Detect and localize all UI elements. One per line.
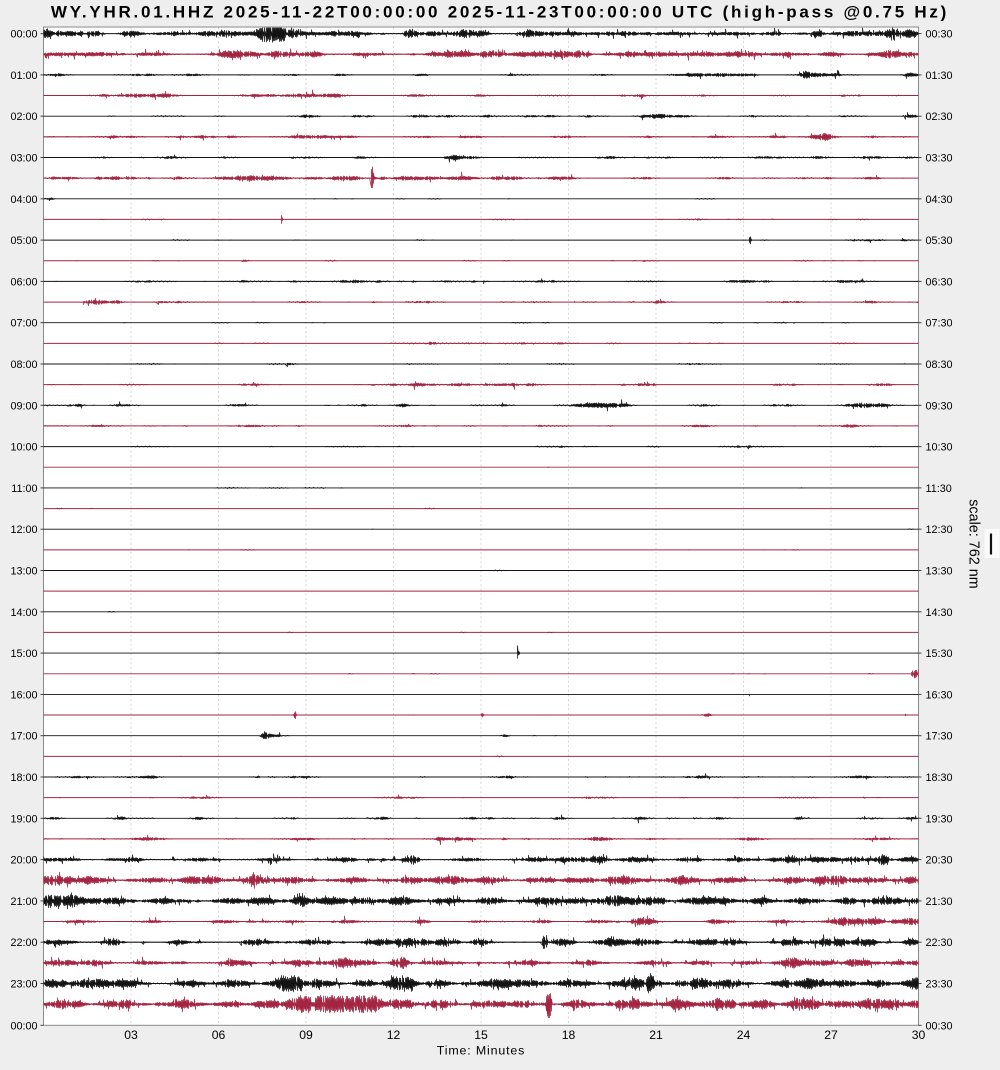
svg-text:00:30: 00:30: [926, 1020, 953, 1032]
svg-text:00:00: 00:00: [10, 1020, 37, 1032]
svg-text:scale: 762 nm: scale: 762 nm: [966, 499, 982, 589]
svg-text:22:00: 22:00: [10, 937, 37, 949]
svg-text:08:30: 08:30: [926, 359, 953, 371]
svg-text:19:30: 19:30: [926, 813, 953, 825]
svg-text:23:00: 23:00: [10, 979, 37, 991]
svg-text:09: 09: [299, 1028, 313, 1042]
svg-text:18: 18: [562, 1028, 576, 1042]
svg-text:10:00: 10:00: [10, 442, 37, 454]
svg-text:24: 24: [737, 1028, 751, 1042]
svg-text:20:00: 20:00: [10, 855, 37, 867]
svg-text:00:30: 00:30: [926, 29, 953, 41]
svg-text:07:00: 07:00: [10, 318, 37, 330]
svg-text:27: 27: [824, 1028, 838, 1042]
svg-text:14:00: 14:00: [10, 607, 37, 619]
svg-text:12: 12: [387, 1028, 401, 1042]
svg-text:12:00: 12:00: [10, 524, 37, 536]
svg-text:17:30: 17:30: [926, 731, 953, 743]
svg-text:12:30: 12:30: [926, 524, 953, 536]
svg-text:18:30: 18:30: [926, 772, 953, 784]
svg-text:10:30: 10:30: [926, 442, 953, 454]
svg-text:23:30: 23:30: [926, 979, 953, 991]
svg-text:13:30: 13:30: [926, 566, 953, 578]
svg-text:16:30: 16:30: [926, 689, 953, 701]
svg-text:18:00: 18:00: [10, 772, 37, 784]
svg-text:07:30: 07:30: [926, 318, 953, 330]
svg-text:04:30: 04:30: [926, 194, 953, 206]
svg-text:11:30: 11:30: [926, 483, 952, 495]
svg-text:05:00: 05:00: [10, 235, 37, 247]
svg-text:05:30: 05:30: [926, 235, 953, 247]
svg-text:09:00: 09:00: [10, 400, 37, 412]
svg-text:20:30: 20:30: [926, 855, 953, 867]
svg-text:21: 21: [649, 1028, 663, 1042]
svg-text:21:00: 21:00: [10, 896, 37, 908]
svg-text:19:00: 19:00: [10, 813, 37, 825]
svg-text:06:30: 06:30: [926, 276, 953, 288]
svg-text:01:30: 01:30: [926, 70, 953, 82]
svg-text:09:30: 09:30: [926, 400, 953, 412]
svg-text:02:30: 02:30: [926, 111, 953, 123]
svg-text:03:00: 03:00: [10, 153, 37, 165]
svg-text:06: 06: [212, 1028, 226, 1042]
svg-text:15:30: 15:30: [926, 648, 953, 660]
svg-text:06:00: 06:00: [10, 276, 37, 288]
svg-text:00:00: 00:00: [10, 29, 37, 41]
svg-text:02:00: 02:00: [10, 111, 37, 123]
svg-text:01:00: 01:00: [10, 70, 37, 82]
svg-text:08:00: 08:00: [10, 359, 37, 371]
svg-text:11:00: 11:00: [11, 483, 37, 495]
svg-text:13:00: 13:00: [10, 566, 37, 578]
svg-text:16:00: 16:00: [10, 689, 37, 701]
svg-text:Time: Minutes: Time: Minutes: [437, 1044, 525, 1058]
svg-text:15:00: 15:00: [10, 648, 37, 660]
svg-text:21:30: 21:30: [926, 896, 953, 908]
svg-text:17:00: 17:00: [10, 731, 37, 743]
svg-text:22:30: 22:30: [926, 937, 953, 949]
svg-text:14:30: 14:30: [926, 607, 953, 619]
svg-text:04:00: 04:00: [10, 194, 37, 206]
svg-text:15: 15: [474, 1028, 488, 1042]
svg-text:WY.YHR.01.HHZ 2025-11-22T00:00: WY.YHR.01.HHZ 2025-11-22T00:00:00 2025-1…: [51, 2, 949, 21]
svg-text:03:30: 03:30: [926, 153, 953, 165]
svg-text:03: 03: [124, 1028, 138, 1042]
svg-text:30: 30: [912, 1028, 926, 1042]
